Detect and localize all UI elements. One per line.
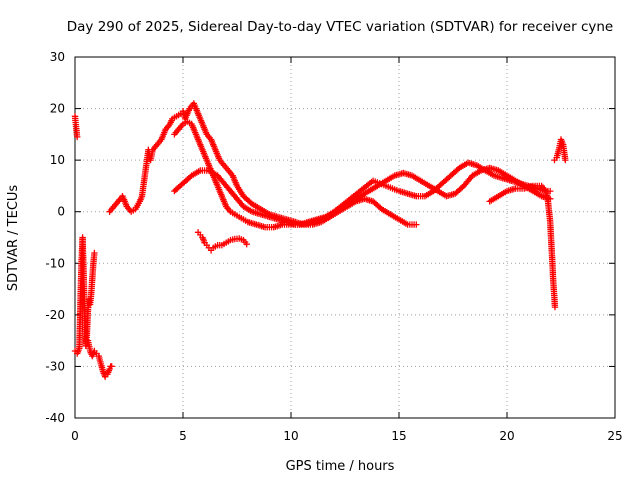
- axis-ticks: 0 5 10 15 20 25 -40 -30 -20 -10 0 10 20 30: [45, 50, 622, 443]
- data-point: [551, 303, 559, 311]
- x-tick-label: 20: [499, 429, 514, 443]
- x-tick-label: 15: [391, 429, 406, 443]
- series-arc-i: [551, 136, 569, 164]
- y-axis-label: SDTVAR / TECUs: [6, 185, 21, 292]
- series-arc-d: [106, 100, 554, 228]
- plot-frame: [74, 56, 616, 419]
- y-tick-label: -30: [45, 359, 65, 373]
- chart-title: Day 290 of 2025, Sidereal Day-to-day VTE…: [67, 19, 613, 35]
- data-point: [243, 241, 250, 248]
- x-tick-label: 10: [283, 429, 298, 443]
- series-arc-f: [171, 167, 420, 228]
- x-tick-label: 25: [607, 429, 622, 443]
- series-arc-b: [71, 234, 98, 357]
- data-markers: [71, 100, 569, 380]
- x-axis-label: GPS time / hours: [286, 459, 395, 474]
- data-point: [91, 249, 98, 257]
- series-arc-c: [84, 337, 115, 380]
- series-arc-h: [486, 182, 559, 311]
- data-point: [562, 156, 569, 164]
- data-point: [74, 133, 81, 141]
- y-tick-label: -40: [45, 411, 65, 425]
- y-tick-label: -20: [45, 308, 65, 322]
- y-tick-label: 10: [50, 153, 65, 167]
- x-tick-label: 0: [71, 429, 79, 443]
- series-arc-a: [71, 113, 81, 141]
- y-tick-label: 30: [50, 50, 65, 64]
- x-tick-label: 5: [179, 429, 187, 443]
- y-tick-label: 0: [57, 205, 65, 219]
- series-arc-g: [194, 229, 250, 254]
- grid: [75, 57, 615, 418]
- y-tick-label: -10: [45, 256, 65, 270]
- data-point: [108, 363, 115, 370]
- data-point: [413, 221, 420, 228]
- series-arc-e: [171, 118, 554, 231]
- y-tick-label: 20: [50, 102, 65, 116]
